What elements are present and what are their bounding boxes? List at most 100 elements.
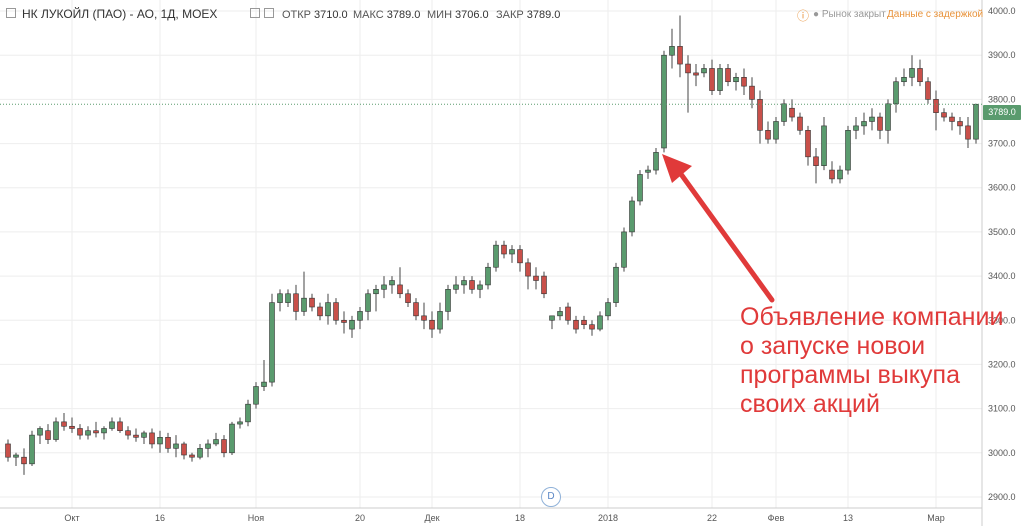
candle	[773, 117, 779, 144]
candle	[621, 227, 627, 272]
candle-body	[149, 432, 155, 445]
candle-body	[597, 315, 603, 330]
delayed-data-label[interactable]: Данные с задержкой	[887, 9, 984, 20]
candle	[173, 435, 179, 458]
candle-body	[317, 306, 323, 317]
y-tick-label: 3400.0	[988, 271, 1016, 281]
candle	[205, 439, 211, 458]
candle-body	[37, 428, 43, 436]
y-tick-label: 4000.0	[988, 6, 1016, 16]
dividend-marker[interactable]: D	[541, 487, 561, 507]
candle	[453, 276, 459, 294]
candle	[597, 311, 603, 332]
candle	[797, 112, 803, 135]
candle	[869, 108, 875, 131]
candle-body	[549, 315, 555, 321]
candle	[509, 245, 515, 263]
candle-body	[925, 81, 931, 100]
candle	[717, 64, 723, 95]
candle	[101, 426, 107, 440]
candle-body	[725, 68, 731, 83]
candle-body	[717, 68, 723, 91]
candle-body	[109, 421, 115, 429]
candle	[61, 413, 67, 431]
candle	[965, 117, 971, 148]
candle-body	[413, 302, 419, 317]
candle-body	[965, 125, 971, 140]
candle-body	[373, 289, 379, 295]
candle	[813, 147, 819, 184]
candle-body	[293, 293, 299, 312]
candle-body	[253, 386, 259, 405]
collapse-icon[interactable]	[6, 8, 16, 18]
candle-body	[437, 311, 443, 330]
y-tick-label: 3000.0	[988, 448, 1016, 458]
candle-body	[541, 275, 547, 295]
candle-body	[365, 293, 371, 312]
candle	[565, 302, 571, 325]
arrow-shaft	[675, 167, 775, 303]
candle-body	[53, 421, 59, 440]
candle	[413, 298, 419, 321]
candle-body	[429, 319, 435, 330]
candle	[933, 90, 939, 131]
candle	[709, 59, 715, 95]
candle-body	[645, 169, 651, 173]
compare-icon[interactable]	[264, 8, 274, 18]
candle-body	[381, 284, 387, 290]
x-tick-label: 16	[155, 513, 165, 523]
candle	[805, 125, 811, 166]
candle	[629, 196, 635, 237]
candle	[533, 267, 539, 290]
candle	[221, 435, 227, 458]
candle-body	[821, 125, 827, 166]
chart-grid	[0, 0, 982, 508]
x-tick-label: Фев	[768, 513, 785, 523]
candle	[189, 452, 195, 462]
stat-close: ЗАКР 3789.0	[496, 9, 561, 21]
candle-body	[749, 85, 755, 100]
candle	[237, 417, 243, 429]
candle	[165, 432, 171, 453]
candle	[893, 77, 899, 113]
candle	[941, 108, 947, 122]
candle	[229, 421, 235, 455]
x-tick-label: 18	[515, 513, 525, 523]
candle	[925, 77, 931, 104]
x-tick-label: Дек	[424, 513, 439, 523]
candle-body	[973, 103, 979, 140]
annotation-line: своих акций	[740, 390, 880, 418]
candle	[93, 421, 99, 438]
annotation-text: Объявление компании о запуске новои прог…	[740, 303, 1003, 419]
candle	[5, 439, 11, 462]
settings-icon[interactable]	[250, 8, 260, 18]
candle	[69, 417, 75, 433]
candle-body	[901, 77, 907, 83]
candle-body	[805, 130, 811, 158]
candle-body	[269, 302, 275, 383]
candle-body	[173, 443, 179, 449]
candle	[445, 284, 451, 321]
annotation-line: Объявление компании	[740, 303, 1004, 331]
candle	[477, 280, 483, 299]
candle	[757, 90, 763, 144]
candle-body	[573, 319, 579, 330]
candle-body	[813, 156, 819, 166]
candle	[573, 315, 579, 334]
candle-body	[877, 116, 883, 131]
candle-body	[181, 443, 187, 456]
candle-body	[637, 174, 643, 202]
candle-body	[461, 280, 467, 286]
candle-body	[245, 403, 251, 423]
candle	[653, 147, 659, 175]
x-tick-label: Мар	[927, 513, 945, 523]
candle-body	[45, 430, 51, 440]
alert-icon[interactable]: ⓘ	[797, 9, 810, 23]
candle	[645, 165, 651, 179]
candle-body	[221, 439, 227, 454]
candle-body	[773, 121, 779, 140]
candle-body	[261, 381, 267, 387]
candle	[429, 311, 435, 338]
candle	[829, 161, 835, 184]
